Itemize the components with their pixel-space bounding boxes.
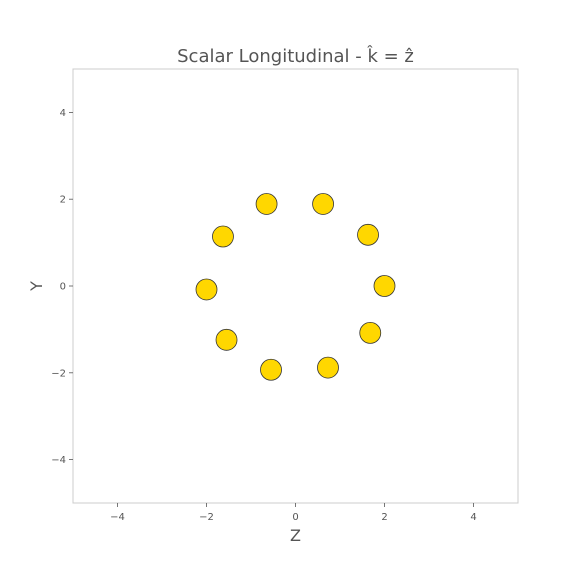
y-axis-ticks: −4 −2 0 2 4 [51, 108, 73, 466]
y-tick-label: 4 [60, 108, 66, 119]
x-axis-ticks: −4 −2 0 2 4 [110, 503, 477, 523]
plot-frame [72, 68, 519, 504]
y-axis-title: Y [27, 281, 46, 292]
x-tick-label: 4 [470, 512, 476, 523]
data-point [215, 328, 238, 351]
y-tick-label: 0 [60, 282, 66, 293]
data-points [195, 193, 396, 381]
x-tick-label: −4 [110, 512, 125, 523]
y-tick-label: 2 [60, 195, 66, 206]
y-tick-label: −2 [51, 368, 66, 379]
chart-title: Scalar Longitudinal - k̂ = ẑ [177, 46, 414, 67]
data-point [359, 321, 382, 344]
data-point [373, 275, 396, 297]
data-point [195, 278, 218, 301]
data-point [212, 225, 234, 248]
x-tick-label: −2 [199, 512, 214, 523]
data-point [317, 356, 339, 379]
data-point [357, 223, 379, 246]
y-tick-label: −4 [51, 455, 66, 466]
x-tick-label: 2 [381, 512, 387, 523]
data-point [312, 193, 334, 215]
x-tick-label: 0 [292, 512, 298, 523]
data-point [260, 358, 282, 381]
data-point [255, 193, 278, 215]
x-axis-title: Z [290, 526, 301, 545]
